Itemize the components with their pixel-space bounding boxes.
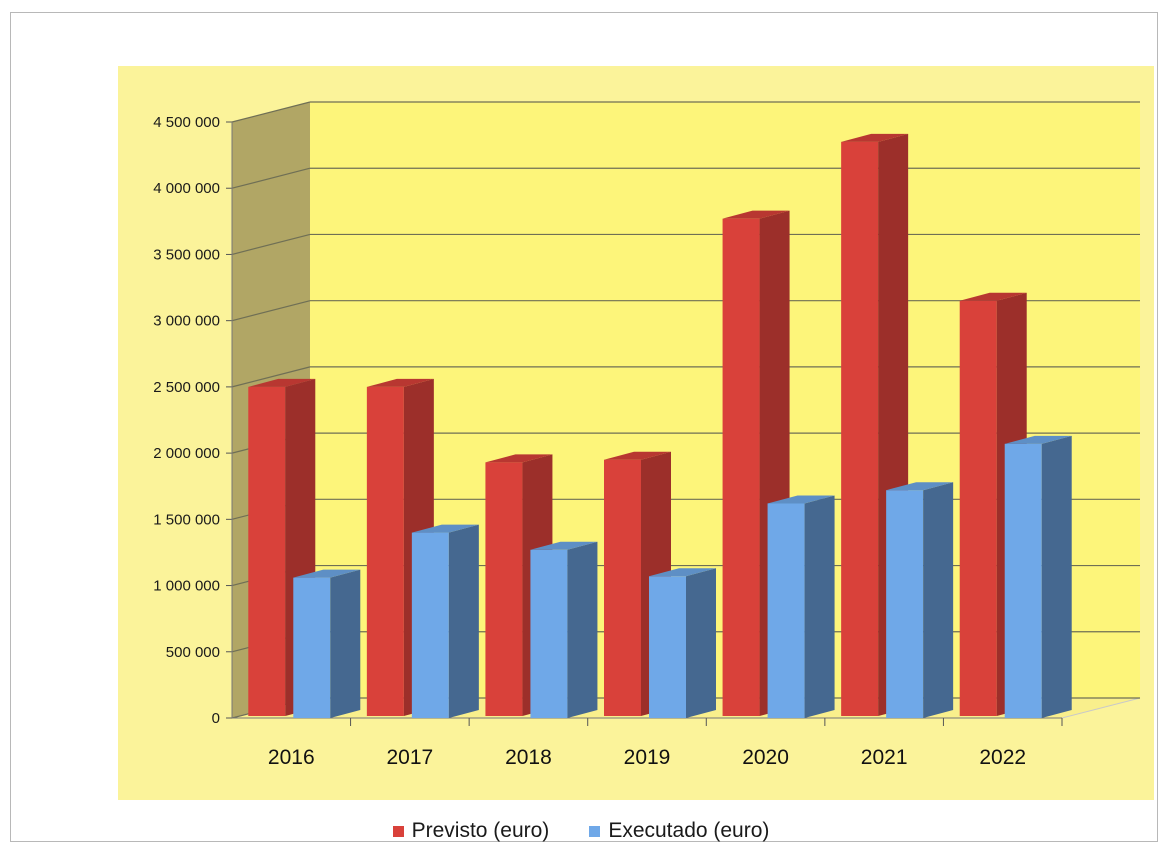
- y-tick-label: 3 500 000: [153, 246, 220, 263]
- bar-top-executado-2016: [293, 569, 361, 578]
- x-tick-label-2020: 2020: [742, 746, 789, 769]
- bar-previsto-2019: [604, 459, 641, 716]
- bar-top-previsto-2021: [841, 133, 909, 142]
- bar-side-executado-2022: [1041, 435, 1072, 718]
- bar-top-executado-2020: [767, 495, 835, 504]
- y-tick-label: 2 500 000: [153, 379, 220, 396]
- bar-executado-2016: [293, 577, 331, 718]
- x-tick-label-2018: 2018: [505, 746, 552, 769]
- y-tick-label: 4 000 000: [153, 180, 220, 197]
- y-tick-label: 0: [212, 710, 220, 727]
- x-tick-label-2017: 2017: [386, 746, 433, 769]
- bar-previsto-2017: [366, 386, 404, 716]
- bar-executado-2020: [767, 503, 805, 718]
- bar-top-previsto-2017: [366, 378, 434, 387]
- y-tick-label: 1 000 000: [153, 578, 220, 595]
- bar-side-executado-2018: [567, 541, 598, 718]
- gridline-side: [231, 167, 311, 189]
- bar-executado-2017: [411, 532, 449, 718]
- bar-previsto-2022: [959, 300, 997, 716]
- bar-executado-2021: [886, 490, 924, 718]
- bar-previsto-2016: [248, 386, 286, 716]
- x-tick-label-2021: 2021: [861, 746, 908, 769]
- bar-previsto-2021: [841, 141, 879, 716]
- bar-top-executado-2018: [530, 541, 598, 550]
- bar-executado-2019: [649, 576, 686, 718]
- bar-side-executado-2016: [330, 569, 361, 718]
- bar-executado-2018: [530, 549, 568, 718]
- bar-side-executado-2020: [804, 495, 835, 718]
- bar-top-executado-2019: [649, 568, 716, 577]
- y-tick-label: 500 000: [166, 644, 220, 661]
- x-tick-label-2022: 2022: [979, 746, 1026, 769]
- legend-item-previsto: Previsto (euro): [392, 819, 550, 843]
- gridline-side: [231, 101, 311, 123]
- legend-swatch-executado: [589, 825, 601, 837]
- bar-side-executado-2019: [686, 568, 716, 718]
- bar-top-executado-2022: [1004, 435, 1072, 444]
- legend-label-executado: Executado (euro): [608, 819, 770, 842]
- bar-top-previsto-2019: [604, 451, 671, 460]
- bar-top-executado-2017: [411, 524, 479, 533]
- gridline-side: [231, 233, 311, 256]
- bar-previsto-2018: [485, 462, 523, 716]
- x-tick-label-2016: 2016: [268, 746, 315, 769]
- bar-top-previsto-2020: [722, 210, 790, 219]
- y-tick-label: 1 500 000: [153, 511, 220, 528]
- bar-top-previsto-2022: [959, 292, 1027, 301]
- legend: Previsto (euro) Executado (euro): [0, 816, 1162, 846]
- legend-label-previsto: Previsto (euro): [411, 819, 550, 842]
- y-tick-label: 2 000 000: [153, 445, 220, 462]
- bar-executado-2022: [1004, 443, 1042, 718]
- legend-swatch-previsto: [392, 825, 404, 837]
- legend-item-executado: Executado (euro): [589, 819, 769, 843]
- bar-top-previsto-2016: [248, 378, 316, 387]
- bar-side-executado-2017: [448, 524, 479, 718]
- bar-previsto-2020: [722, 218, 760, 716]
- y-tick-label: 4 500 000: [153, 114, 220, 131]
- bar-side-executado-2021: [923, 482, 954, 718]
- gridline-side: [231, 366, 311, 388]
- gridline-side: [231, 300, 311, 322]
- bar-top-previsto-2018: [485, 454, 553, 463]
- bar-top-executado-2021: [886, 482, 954, 491]
- y-tick-label: 3 000 000: [153, 313, 220, 330]
- x-tick-label-2019: 2019: [624, 746, 671, 769]
